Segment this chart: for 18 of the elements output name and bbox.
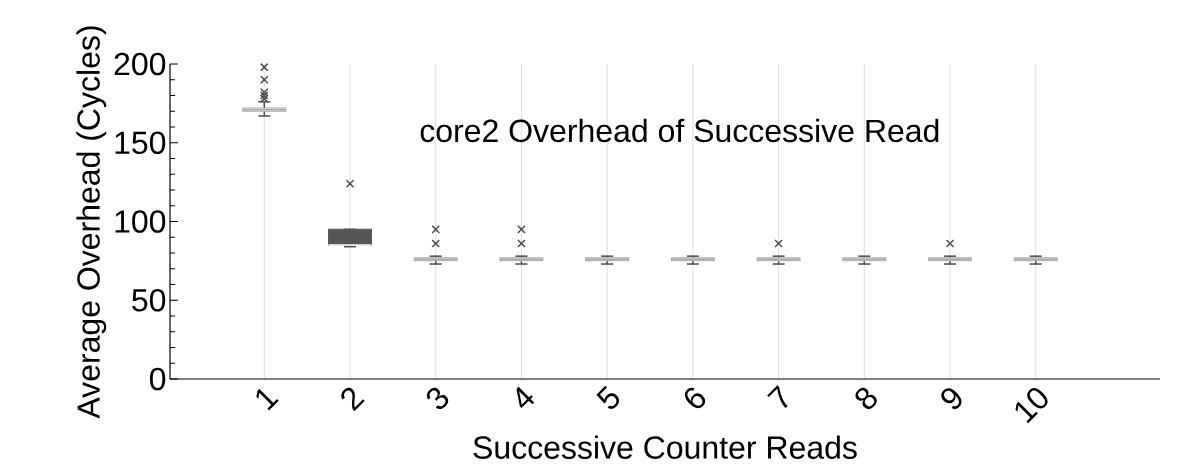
- x-tick-label: 8: [855, 387, 877, 410]
- x-tick-label: 6: [684, 387, 706, 409]
- y-tick-label: 200: [114, 52, 166, 76]
- y-axis-title: Average Overhead (Cycles): [76, 26, 107, 419]
- x-tick-label: 4: [516, 386, 535, 409]
- y-tick-label: 100: [115, 210, 166, 233]
- x-tick-label: 1: [256, 388, 279, 411]
- x-axis-title: Successive Counter Reads: [473, 435, 857, 459]
- x-tick-label: 7: [767, 385, 788, 409]
- text: core2 Overhead of Successive Read: [420, 118, 939, 143]
- y-tick-label: 50: [132, 288, 166, 312]
- x-tick-label: 3: [426, 387, 449, 410]
- x-tick-label: 9: [941, 388, 962, 409]
- y-tick-label: 150: [115, 131, 166, 155]
- y-tick-label: 0: [149, 367, 166, 391]
- x-tick-label: 5: [596, 385, 620, 409]
- x-tick-label: 10: [1015, 388, 1048, 424]
- x-tick-label: 2: [341, 387, 365, 412]
